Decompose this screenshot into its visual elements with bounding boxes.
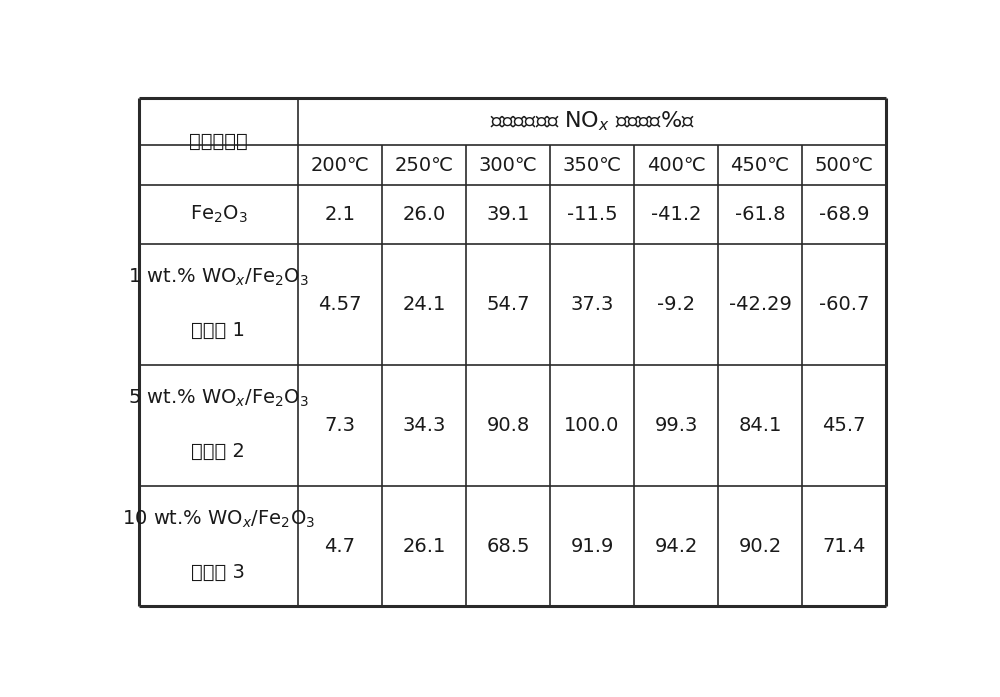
Text: 500℃: 500℃: [815, 155, 873, 175]
Text: Fe$_2$O$_3$: Fe$_2$O$_3$: [190, 204, 247, 225]
Text: 71.4: 71.4: [822, 537, 866, 556]
Text: 实施例 3: 实施例 3: [191, 563, 245, 582]
Text: -9.2: -9.2: [657, 295, 695, 314]
Text: 26.1: 26.1: [402, 537, 446, 556]
Text: 34.3: 34.3: [402, 415, 446, 435]
Text: 100.0: 100.0: [564, 415, 620, 435]
Text: 实施例 2: 实施例 2: [191, 442, 245, 461]
Text: 39.1: 39.1: [486, 205, 530, 224]
Text: 90.2: 90.2: [738, 537, 782, 556]
Text: 实施例 1: 实施例 1: [191, 321, 245, 340]
Text: 54.7: 54.7: [486, 295, 530, 314]
Text: 90.8: 90.8: [486, 415, 530, 435]
Text: 91.9: 91.9: [570, 537, 614, 556]
Text: 300℃: 300℃: [479, 155, 537, 175]
Text: 99.3: 99.3: [654, 415, 698, 435]
Text: 84.1: 84.1: [738, 415, 782, 435]
Text: 400℃: 400℃: [647, 155, 705, 175]
Text: 94.2: 94.2: [654, 537, 698, 556]
Text: -41.2: -41.2: [651, 205, 701, 224]
Text: 45.7: 45.7: [822, 415, 866, 435]
Text: 1 wt.% WO$_x$/Fe$_2$O$_3$: 1 wt.% WO$_x$/Fe$_2$O$_3$: [128, 267, 309, 289]
Text: 250℃: 250℃: [394, 155, 453, 175]
Text: -60.7: -60.7: [819, 295, 869, 314]
Text: -68.9: -68.9: [819, 205, 869, 224]
Text: 24.1: 24.1: [402, 295, 446, 314]
Text: 不同温度下的 NO$_x$ 转化率（%）: 不同温度下的 NO$_x$ 转化率（%）: [490, 109, 694, 133]
Text: 催化剖编号: 催化剖编号: [189, 132, 248, 151]
Text: 350℃: 350℃: [562, 155, 621, 175]
Text: 68.5: 68.5: [486, 537, 530, 556]
Text: 5 wt.% WO$_x$/Fe$_2$O$_3$: 5 wt.% WO$_x$/Fe$_2$O$_3$: [128, 388, 309, 409]
Text: 26.0: 26.0: [402, 205, 445, 224]
Text: 4.57: 4.57: [318, 295, 362, 314]
Text: 7.3: 7.3: [324, 415, 355, 435]
Text: 10 wt.% WO$_x$/Fe$_2$O$_3$: 10 wt.% WO$_x$/Fe$_2$O$_3$: [122, 509, 315, 530]
Text: -11.5: -11.5: [567, 205, 617, 224]
Text: 2.1: 2.1: [324, 205, 355, 224]
Text: 200℃: 200℃: [310, 155, 369, 175]
Text: 37.3: 37.3: [570, 295, 614, 314]
Text: -61.8: -61.8: [735, 205, 785, 224]
Text: 4.7: 4.7: [324, 537, 355, 556]
Text: -42.29: -42.29: [729, 295, 791, 314]
Text: 450℃: 450℃: [731, 155, 790, 175]
